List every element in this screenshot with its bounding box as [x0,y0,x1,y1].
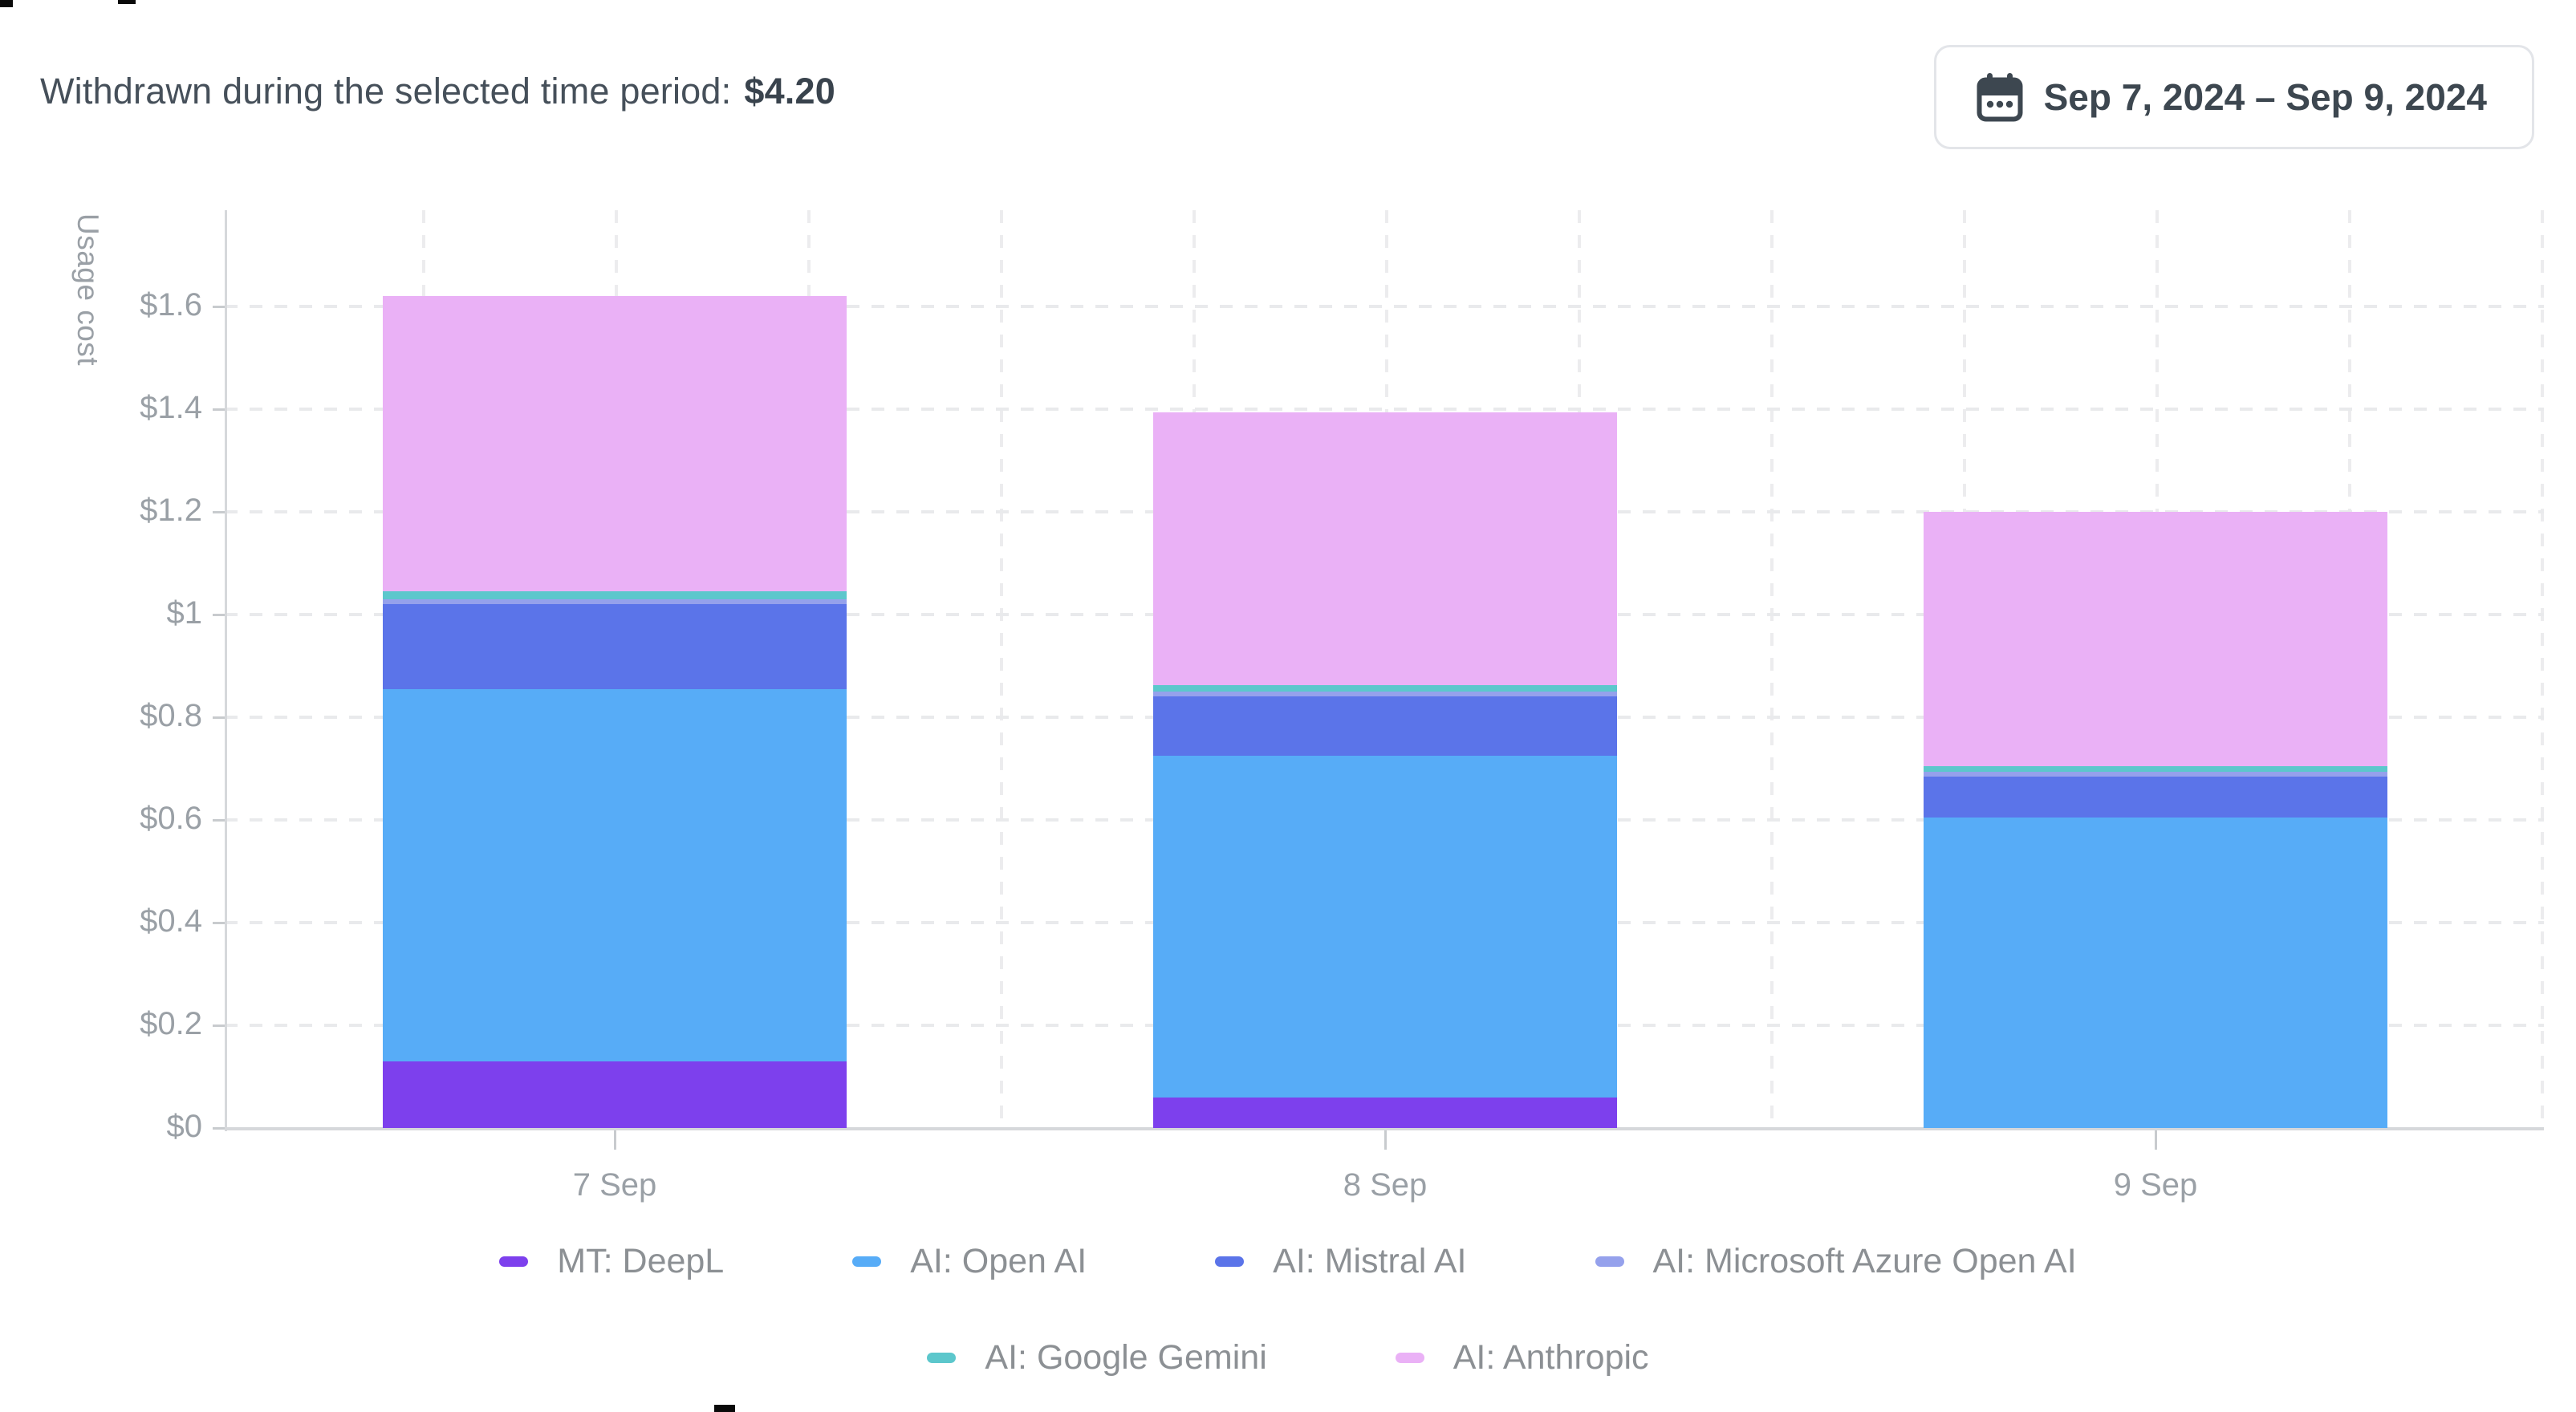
legend-label: AI: Anthropic [1453,1338,1649,1377]
y-tick-label: $0.4 [140,903,202,939]
x-axis-tick [2155,1130,2157,1150]
calendar-icon [1977,73,2023,122]
x-tick-label: 8 Sep [1343,1167,1428,1203]
y-tick-label: $0.8 [140,698,202,733]
withdrawn-summary-label: Withdrawn during the selected time perio… [40,71,732,112]
bar-segment-ai-open-ai[interactable] [1153,756,1617,1098]
bar-segment-ai-mistral-ai[interactable] [1153,696,1617,756]
legend-item-ai-mistral-ai[interactable]: AI: Mistral AI [1215,1242,1467,1281]
y-axis-tick [213,1127,225,1130]
y-tick-label: $1 [166,595,203,631]
legend-label: MT: DeepL [557,1242,725,1280]
legend-label: AI: Google Gemini [985,1338,1267,1377]
grid-v-line [2541,210,2544,1128]
y-axis-tick [213,922,225,924]
y-tick-label: $1.6 [140,287,202,323]
bar-segment-mt-deepl[interactable] [1153,1098,1617,1128]
bar-segment-ai-google-gemini[interactable] [1924,766,2387,772]
legend-swatch [852,1256,882,1267]
y-tick-label: $1.2 [140,493,202,528]
legend-item-ai-microsoft-azure-open-ai[interactable]: AI: Microsoft Azure Open AI [1595,1242,2077,1281]
y-axis-tick [213,819,225,822]
bar-segment-ai-google-gemini[interactable] [1153,685,1617,692]
x-axis-tick [1384,1130,1387,1150]
bar-segment-mt-deepl[interactable] [383,1061,847,1128]
legend-swatch [1595,1256,1624,1267]
bar-segment-ai-google-gemini[interactable] [383,591,847,599]
bar-segment-ai-open-ai[interactable] [1924,818,2387,1128]
screen-artifact [118,0,136,4]
x-tick-label: 9 Sep [2113,1167,2198,1203]
legend-swatch [499,1256,529,1267]
y-axis-tick [213,306,225,308]
legend-item-ai-anthropic[interactable]: AI: Anthropic [1395,1338,1649,1378]
y-axis-title: Usage cost [71,213,104,367]
bar-segment-ai-microsoft-azure-open-ai[interactable] [383,599,847,604]
y-axis-tick [213,1025,225,1027]
screen-artifact [0,0,13,7]
date-range-button[interactable]: Sep 7, 2024 – Sep 9, 2024 [1933,45,2534,149]
x-axis-tick [614,1130,616,1150]
legend-item-ai-google-gemini[interactable]: AI: Google Gemini [927,1338,1267,1378]
x-axis-line [225,1127,2544,1130]
bar-segment-ai-anthropic[interactable] [1153,412,1617,685]
withdrawn-summary: Withdrawn during the selected time perio… [40,71,835,112]
y-axis-tick [213,511,225,513]
legend-item-ai-open-ai[interactable]: AI: Open AI [852,1242,1087,1281]
bar-segment-ai-anthropic[interactable] [1924,512,2387,766]
legend-item-mt-deepl[interactable]: MT: DeepL [499,1242,724,1281]
bar-segment-ai-anthropic[interactable] [383,296,847,591]
date-range-label: Sep 7, 2024 – Sep 9, 2024 [2043,76,2487,118]
x-tick-label: 7 Sep [572,1167,657,1203]
grid-v-line [1770,210,1774,1128]
legend-row-1: MT: DeepL AI: Open AI AI: Mistral AI AI: Mi… [0,1242,2576,1281]
bar-segment-ai-microsoft-azure-open-ai[interactable] [1153,692,1617,696]
grid-h-line [225,408,2544,411]
bar-segment-ai-mistral-ai[interactable] [383,604,847,689]
grid-v-line [1000,210,1003,1128]
legend-label: AI: Mistral AI [1273,1242,1467,1280]
legend-row-2: AI: Google Gemini AI: Anthropic [0,1338,2576,1378]
screen-artifact [714,1405,735,1412]
legend-label: AI: Open AI [910,1242,1087,1280]
bar-segment-ai-microsoft-azure-open-ai[interactable] [1924,772,2387,777]
withdrawn-summary-value: $4.20 [744,71,835,112]
legend-swatch [1215,1256,1245,1267]
y-tick-label: $0 [166,1109,203,1144]
legend-swatch [1395,1353,1424,1363]
bar-segment-ai-mistral-ai[interactable] [1924,777,2387,818]
y-axis-tick [213,716,225,719]
y-tick-label: $0.6 [140,801,202,836]
y-tick-label: $0.2 [140,1006,202,1041]
grid-h-line [225,305,2544,308]
legend-label: AI: Microsoft Azure Open AI [1652,1242,2077,1280]
y-tick-label: $1.4 [140,390,202,425]
y-axis-tick [213,408,225,411]
y-axis-line [225,210,227,1131]
y-axis-tick [213,614,225,616]
legend-swatch [927,1353,957,1363]
bar-segment-ai-open-ai[interactable] [383,689,847,1061]
